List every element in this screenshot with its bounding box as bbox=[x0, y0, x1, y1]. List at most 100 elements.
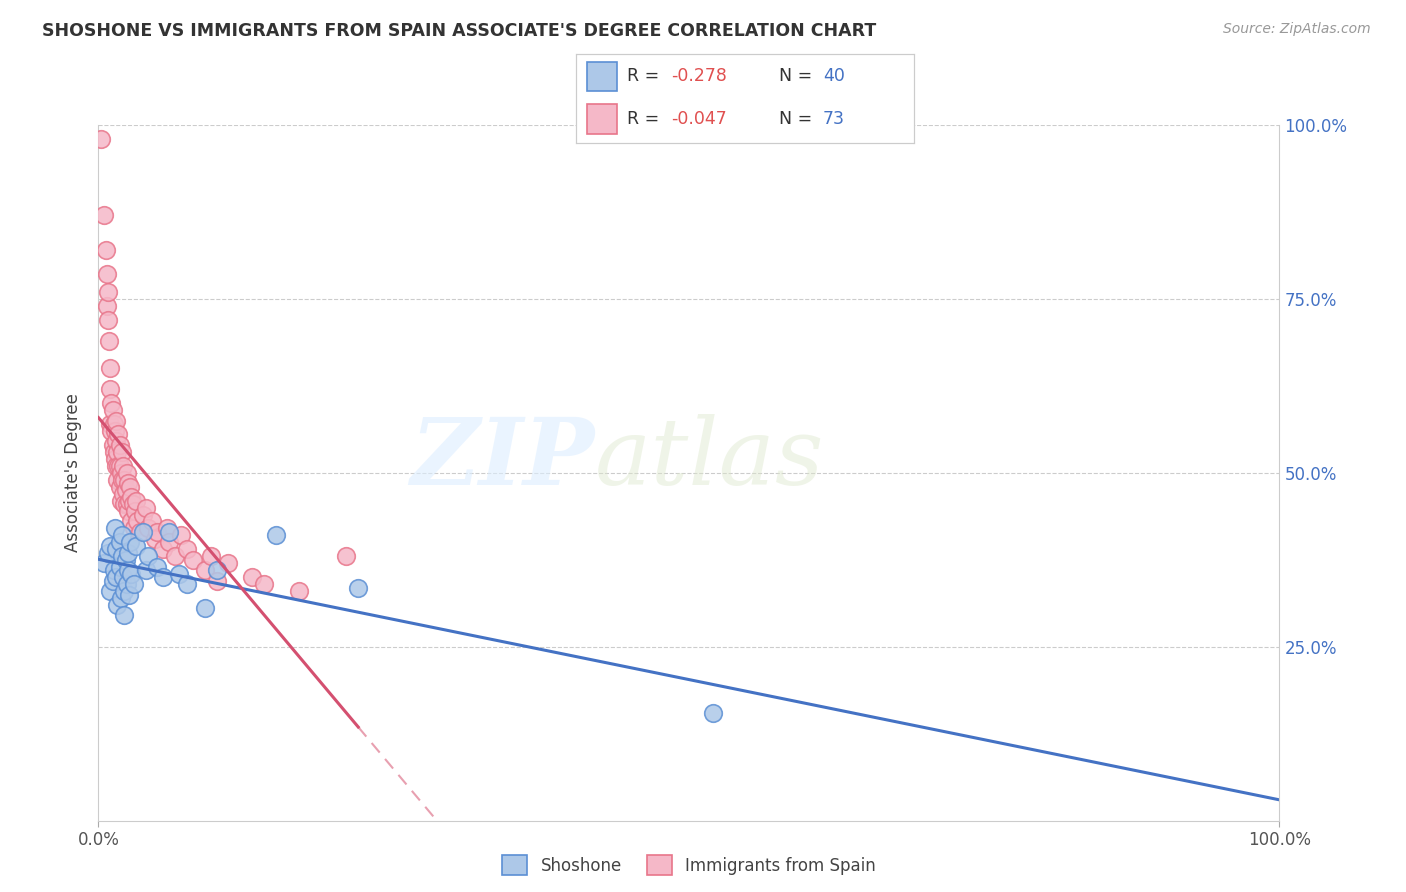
Point bbox=[108, 480, 131, 494]
Point bbox=[121, 515, 143, 529]
Y-axis label: Associate's Degree: Associate's Degree bbox=[65, 393, 83, 552]
Point bbox=[108, 438, 131, 452]
Point bbox=[176, 577, 198, 591]
Point bbox=[176, 542, 198, 557]
Point bbox=[108, 559, 131, 574]
Point bbox=[103, 417, 125, 431]
Point bbox=[110, 493, 132, 508]
Point bbox=[205, 574, 228, 588]
Point bbox=[100, 424, 122, 438]
Point bbox=[112, 584, 135, 599]
Point bbox=[117, 546, 139, 560]
Text: ZIP: ZIP bbox=[411, 414, 595, 504]
Point bbox=[105, 570, 128, 584]
Point bbox=[111, 445, 134, 459]
Point bbox=[108, 458, 131, 473]
Point bbox=[118, 587, 141, 601]
Point bbox=[122, 577, 145, 591]
Point bbox=[90, 132, 112, 146]
Point bbox=[100, 396, 122, 410]
Point bbox=[98, 417, 121, 431]
Point bbox=[253, 577, 276, 591]
Point bbox=[93, 208, 115, 222]
Point bbox=[104, 451, 127, 466]
Point bbox=[104, 521, 127, 535]
Point bbox=[132, 508, 155, 522]
Point bbox=[97, 546, 120, 560]
Point bbox=[117, 476, 139, 491]
Text: 40: 40 bbox=[823, 67, 845, 85]
Point bbox=[112, 497, 135, 511]
Point bbox=[115, 497, 138, 511]
Point bbox=[111, 528, 134, 542]
Point bbox=[117, 504, 139, 518]
Point bbox=[111, 473, 134, 487]
Point bbox=[97, 285, 120, 299]
Point bbox=[136, 521, 159, 535]
Point bbox=[117, 563, 139, 577]
Point bbox=[121, 497, 143, 511]
Point bbox=[98, 361, 121, 376]
Text: -0.047: -0.047 bbox=[671, 110, 727, 128]
Point bbox=[205, 563, 228, 577]
Point bbox=[165, 549, 187, 564]
Text: -0.278: -0.278 bbox=[671, 67, 727, 85]
Point bbox=[93, 556, 115, 570]
Point bbox=[111, 549, 134, 564]
Point bbox=[127, 515, 149, 529]
Point bbox=[121, 490, 143, 504]
Point bbox=[98, 334, 121, 348]
Point bbox=[96, 268, 118, 282]
Point bbox=[120, 535, 142, 549]
Point bbox=[107, 427, 129, 442]
Point bbox=[143, 532, 166, 546]
Bar bbox=[586, 62, 617, 91]
Text: SHOSHONE VS IMMIGRANTS FROM SPAIN ASSOCIATE'S DEGREE CORRELATION CHART: SHOSHONE VS IMMIGRANTS FROM SPAIN ASSOCI… bbox=[42, 22, 876, 40]
Point bbox=[194, 601, 217, 615]
Point bbox=[107, 458, 129, 473]
Point bbox=[103, 563, 125, 577]
Text: Source: ZipAtlas.com: Source: ZipAtlas.com bbox=[1223, 22, 1371, 37]
Point bbox=[110, 591, 132, 605]
Point bbox=[122, 521, 145, 535]
Point bbox=[118, 493, 141, 508]
Point bbox=[200, 549, 222, 564]
Point bbox=[105, 445, 128, 459]
Point bbox=[156, 521, 179, 535]
Point bbox=[128, 524, 150, 539]
Point bbox=[98, 539, 121, 553]
Point bbox=[98, 584, 121, 599]
Point bbox=[98, 382, 121, 396]
Point bbox=[288, 584, 311, 599]
Point bbox=[181, 552, 204, 567]
Point bbox=[103, 445, 125, 459]
Point bbox=[97, 312, 120, 326]
Point bbox=[125, 493, 148, 508]
Point bbox=[101, 574, 124, 588]
Point bbox=[112, 608, 135, 623]
Point bbox=[112, 458, 135, 473]
Point bbox=[335, 549, 357, 564]
Point bbox=[240, 570, 263, 584]
Point bbox=[112, 473, 135, 487]
Point bbox=[101, 403, 124, 417]
Text: 73: 73 bbox=[823, 110, 845, 128]
Point bbox=[104, 424, 127, 438]
Point bbox=[152, 542, 174, 557]
Point bbox=[112, 486, 135, 500]
Point bbox=[108, 535, 131, 549]
Point bbox=[101, 438, 124, 452]
Text: atlas: atlas bbox=[595, 414, 824, 504]
Point bbox=[170, 528, 193, 542]
Point bbox=[135, 500, 157, 515]
Point bbox=[96, 299, 118, 313]
Point bbox=[347, 581, 370, 595]
Point bbox=[121, 566, 143, 581]
Point bbox=[125, 539, 148, 553]
Bar bbox=[586, 104, 617, 134]
Point bbox=[115, 577, 138, 591]
Point bbox=[115, 466, 138, 480]
Point bbox=[124, 504, 146, 518]
Text: N =: N = bbox=[779, 67, 818, 85]
Point bbox=[136, 549, 159, 564]
